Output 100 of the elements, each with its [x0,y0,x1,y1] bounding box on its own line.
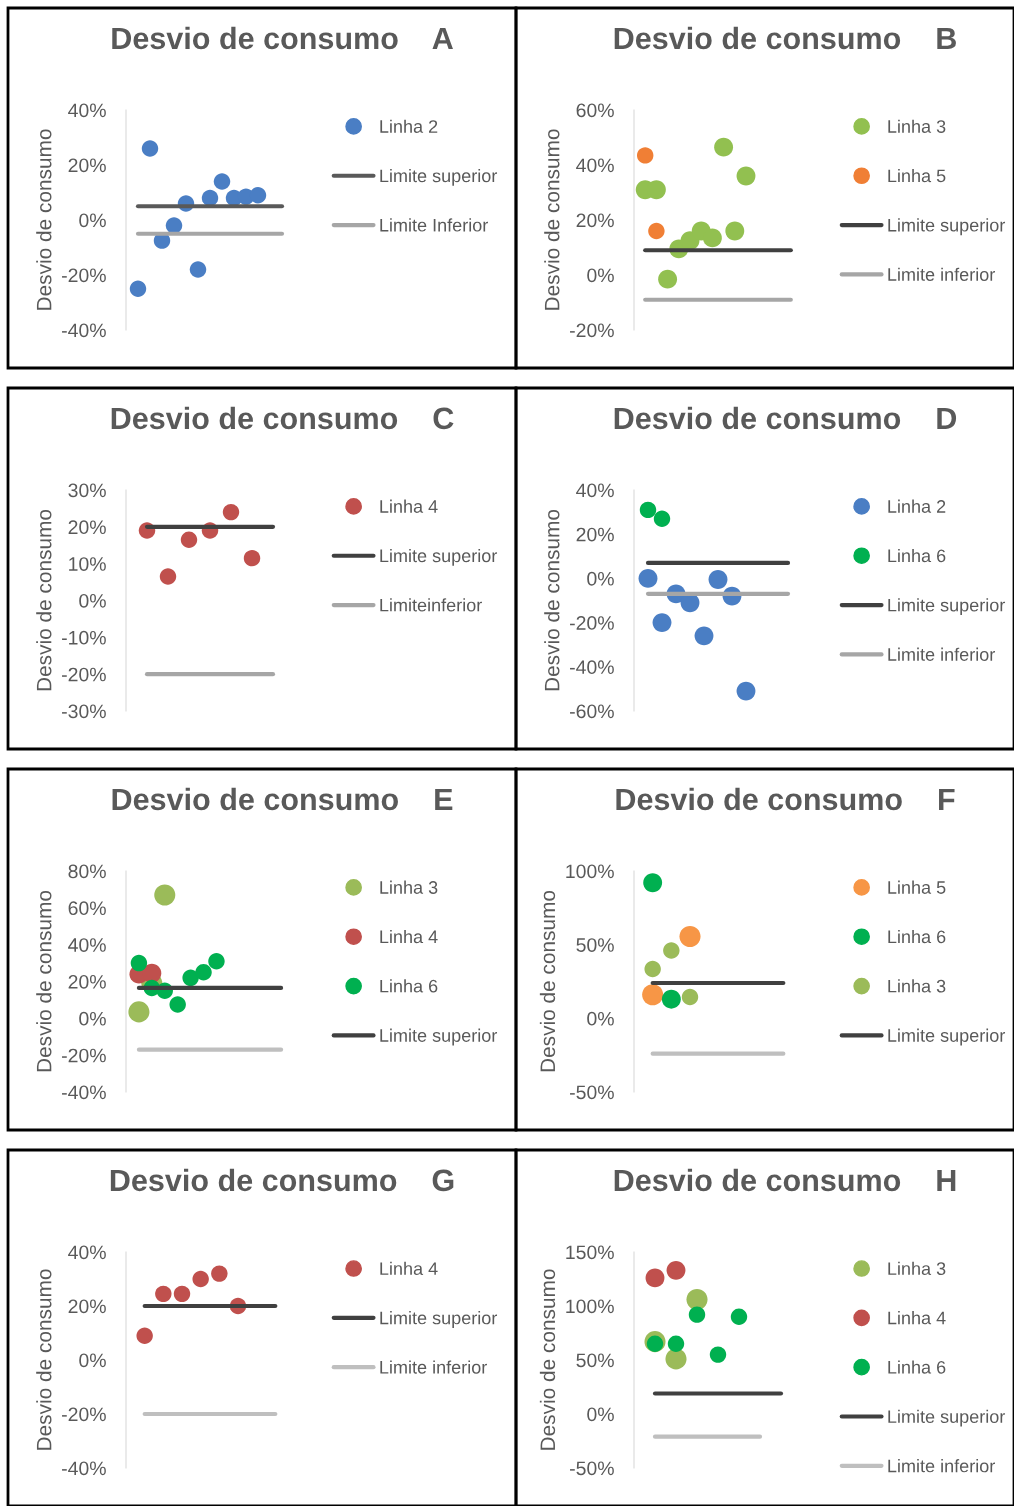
point [644,960,661,978]
point [154,884,176,906]
point [736,681,756,701]
y-tick-label: 40% [68,938,106,952]
point [129,280,147,297]
point [211,1265,228,1282]
point [643,873,663,893]
chart-title: Desvio de consumo D [614,406,957,430]
legend-label: Linha 4 [380,1261,438,1276]
y-tick-label: 0% [79,1011,106,1026]
legend-label: Limite superior [888,598,1006,616]
y-tick-label: -20% [62,268,106,283]
point [679,926,701,948]
y-tick-label: -20% [62,1407,106,1422]
point [636,147,654,164]
legend-label: Linha 3 [888,119,946,133]
chart-title: Desvio de consumo E [112,787,453,811]
y-tick-label: 150% [566,1245,614,1260]
point [141,140,159,157]
y-tick-label: 100% [566,1299,614,1314]
point [709,1346,727,1363]
y-tick-label: 0% [587,571,614,586]
legend-label: Linha 6 [888,1360,946,1374]
y-tick-label: 50% [576,938,614,952]
y-tick-label: 20% [68,1299,106,1314]
y-tick-label: 0% [79,213,106,228]
point [180,531,198,548]
point [666,1260,686,1280]
y-tick-label: 40% [576,158,614,173]
y-tick-label: 100% [566,864,614,879]
legend-label: Linha 5 [888,880,946,894]
y-tick-label: -30% [62,704,106,719]
legend-label: Limite inferior [380,1360,487,1374]
chart-title: Desvio de consumo F [616,787,955,811]
y-tick-label: -20% [62,667,106,682]
y-axis-title: Desvio de consumo [36,890,52,1072]
legend-label: Linha 6 [888,929,946,944]
point [169,996,186,1013]
legend-label: Linha 3 [380,880,438,894]
y-tick-label: -20% [570,616,614,630]
point [189,261,207,278]
y-tick-label: -20% [62,1048,106,1063]
point [681,988,699,1006]
point [208,953,225,970]
legend-label: Linha 4 [888,1311,946,1325]
legend-label: Linha 4 [380,499,438,513]
y-tick-label: -10% [62,630,106,645]
y-axis-title: Desvio de consumo [544,509,560,691]
y-tick-label: 80% [68,864,106,879]
y-tick-label: 20% [68,520,106,535]
point [155,1285,172,1303]
y-tick-label: -60% [570,704,614,719]
chart-title: Desvio de consumo A [112,26,453,50]
point [667,1335,685,1353]
y-axis-title: Desvio de consumo [36,509,52,691]
point [652,613,672,633]
legend-label: Limite Inferior [380,218,488,232]
point [648,222,665,240]
point [694,626,714,646]
y-tick-label: 60% [576,103,614,118]
point [213,173,231,190]
point [201,189,219,207]
legend-label: Linha 2 [380,119,438,133]
y-tick-label: 20% [68,158,106,173]
point [663,942,680,959]
point [159,568,177,585]
legend-label: Limiteinferior [380,598,482,612]
y-tick-label: 20% [576,213,614,228]
legend-label: Limite superior [380,1311,498,1328]
chart-title: Desvio de consumo B [614,26,956,50]
y-tick-label: 60% [68,901,106,916]
legend-label: Linha 2 [888,499,946,513]
point [714,137,734,157]
point [249,187,267,204]
legend-label: Limite inferior [888,647,995,661]
chart-title: Desvio de consumo G [110,1168,454,1192]
legend-label: Linha 5 [888,168,946,183]
point [642,984,664,1006]
point [686,1288,708,1311]
point [688,1306,706,1323]
point [736,166,756,186]
point [130,954,148,972]
y-tick-label: 40% [68,103,106,118]
point [725,221,745,241]
legend-label: Limite inferior [888,267,995,281]
y-tick-label: 10% [69,557,106,571]
legend-label: Limite superior [380,548,498,566]
point [638,568,658,588]
y-tick-label: -40% [62,323,106,338]
point [702,228,722,248]
y-tick-label: 40% [576,483,614,498]
point [708,570,728,589]
point [645,1268,665,1288]
point [661,989,681,1009]
y-axis-title: Desvio de consumo [539,890,556,1072]
point [730,1308,748,1326]
point [658,269,678,289]
point [192,1270,209,1288]
y-tick-label: 0% [587,1011,614,1026]
point [136,1327,153,1344]
